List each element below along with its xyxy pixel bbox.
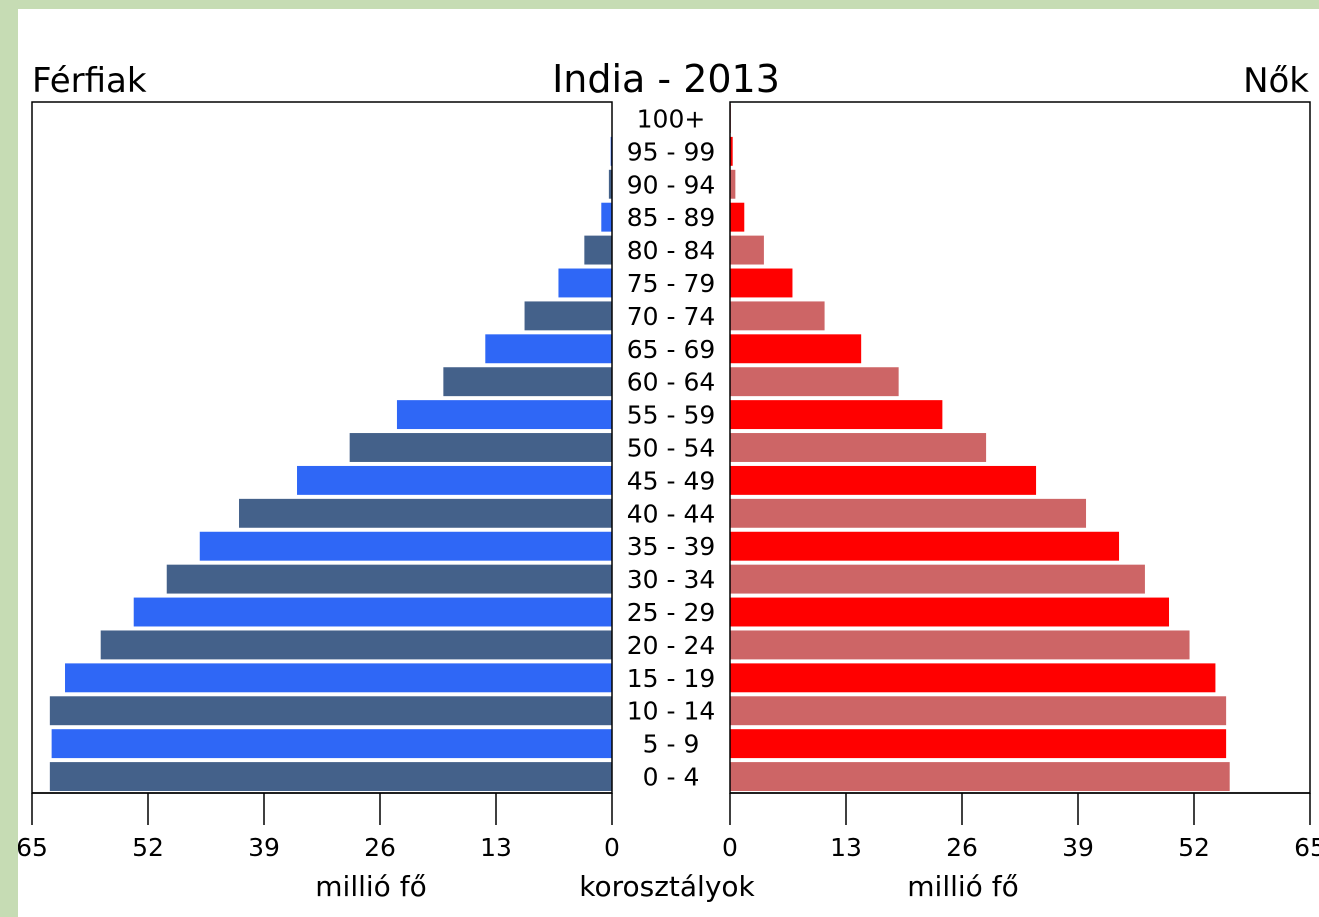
age-group-label: 70 - 74 (627, 302, 716, 331)
male-bar-55-59 (396, 400, 612, 430)
female-bar-5-9 (730, 729, 1227, 759)
male-bars (49, 104, 613, 791)
male-bar-50-54 (349, 433, 612, 462)
male-bar-70-74 (524, 301, 612, 331)
female-bar-40-44 (730, 498, 1087, 528)
age-group-label: 10 - 14 (627, 697, 716, 726)
left-x-axis: 65 52 39 26 13 0 (18, 792, 620, 862)
left-tick-label: 39 (248, 833, 280, 862)
population-pyramid: Férfiak India - 2013 Nők 0 - 4 5 - 9 10 - … (18, 57, 1319, 903)
female-bars (730, 104, 1230, 791)
age-group-label: 45 - 49 (627, 466, 716, 495)
female-bar-15-19 (730, 663, 1216, 693)
chart-title: India - 2013 (552, 57, 780, 101)
male-bar-30-34 (166, 564, 612, 594)
female-bar-0-4 (730, 762, 1230, 791)
female-bar-75-79 (730, 268, 793, 298)
female-bar-90-94 (730, 169, 736, 199)
right-tick-label: 65 (1294, 833, 1319, 862)
male-bar-0-4 (49, 762, 613, 791)
male-bar-5-9 (51, 729, 613, 759)
female-bar-70-74 (730, 301, 825, 331)
right-tick-label: 26 (946, 833, 978, 862)
age-group-label: 55 - 59 (627, 401, 716, 430)
left-tick-label: 26 (364, 833, 396, 862)
male-bar-75-79 (558, 268, 612, 298)
right-tick-label: 0 (722, 833, 738, 862)
left-axis-title: millió fő (315, 870, 426, 903)
age-group-label: 80 - 84 (627, 236, 716, 265)
male-bar-10-14 (49, 696, 613, 726)
female-bar-25-29 (730, 597, 1170, 627)
left-panel-label: Férfiak (32, 61, 147, 101)
age-group-label: 30 - 34 (627, 565, 716, 594)
left-tick-label: 0 (604, 833, 620, 862)
female-bar-30-34 (730, 564, 1145, 594)
right-axis-title: millió fő (907, 870, 1018, 903)
age-group-label: 60 - 64 (627, 368, 716, 397)
female-bar-20-24 (730, 630, 1190, 660)
male-bar-65-69 (485, 334, 612, 364)
right-tick-label: 39 (1062, 833, 1094, 862)
female-bar-55-59 (730, 400, 943, 430)
age-group-label: 35 - 39 (627, 532, 716, 561)
left-tick-label: 52 (132, 833, 164, 862)
age-group-label: 50 - 54 (627, 434, 716, 463)
right-panel-label: Nők (1243, 61, 1309, 101)
age-group-label: 90 - 94 (627, 170, 716, 199)
female-bar-80-84 (730, 235, 764, 265)
female-bar-45-49 (730, 465, 1037, 495)
male-bar-40-44 (239, 498, 612, 528)
male-bar-60-64 (443, 367, 612, 397)
left-tick-label: 65 (18, 833, 48, 862)
female-bar-50-54 (730, 433, 987, 462)
male-bar-85-89 (601, 202, 612, 232)
right-tick-label: 13 (830, 833, 862, 862)
male-bar-80-84 (584, 235, 612, 265)
age-group-label: 65 - 69 (627, 335, 716, 364)
age-group-label: 75 - 79 (627, 269, 716, 298)
right-tick-label: 52 (1178, 833, 1210, 862)
male-bar-90-94 (608, 169, 612, 199)
right-x-axis: 0 13 26 39 52 65 (722, 792, 1319, 862)
left-tick-label: 13 (480, 833, 512, 862)
age-group-label: 0 - 4 (643, 763, 700, 792)
age-group-label: 5 - 9 (643, 730, 700, 759)
male-bar-25-29 (133, 597, 612, 627)
male-bar-45-49 (297, 465, 612, 495)
age-group-label: 15 - 19 (627, 664, 716, 693)
female-bar-35-39 (730, 531, 1120, 561)
female-bar-85-89 (730, 202, 745, 232)
age-group-label: 100+ (637, 104, 706, 133)
chart-frame: Férfiak India - 2013 Nők 0 - 4 5 - 9 10 - … (18, 9, 1319, 917)
male-bar-15-19 (65, 663, 612, 693)
female-bar-65-69 (730, 334, 862, 364)
center-axis-title: korosztályok (579, 870, 755, 903)
age-group-label: 40 - 44 (627, 499, 716, 528)
age-group-label: 95 - 99 (627, 137, 716, 166)
male-bar-35-39 (199, 531, 612, 561)
female-bar-95-99 (730, 136, 733, 166)
age-group-label: 20 - 24 (627, 631, 716, 660)
age-group-label: 85 - 89 (627, 203, 716, 232)
male-bar-20-24 (100, 630, 612, 660)
age-group-label: 25 - 29 (627, 598, 716, 627)
female-bar-60-64 (730, 367, 899, 397)
female-bar-10-14 (730, 696, 1227, 726)
age-group-labels: 0 - 4 5 - 9 10 - 14 15 - 19 20 - 24 25 - 29 30… (627, 104, 716, 791)
